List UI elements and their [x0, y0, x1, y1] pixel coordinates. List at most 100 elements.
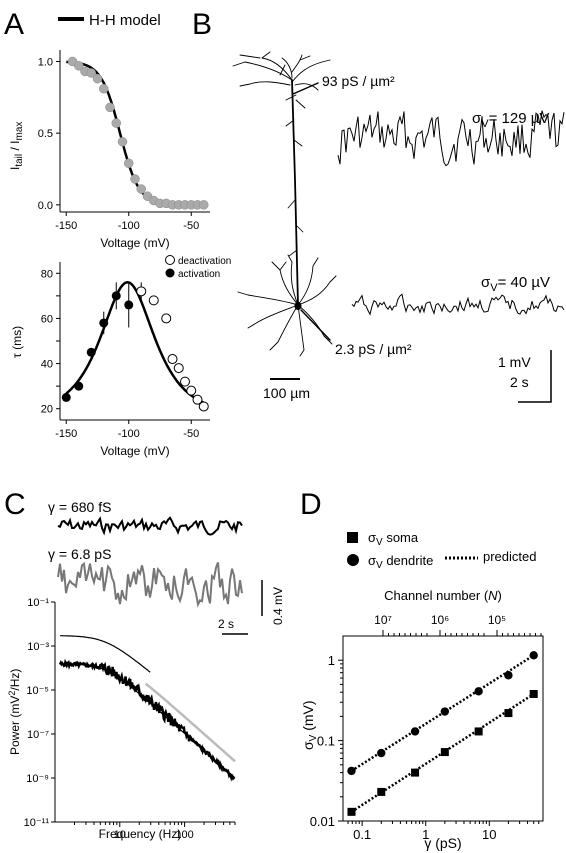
noise-vs-conductance-plot: 0.1 1 10 0.01 0.1 1 10⁷ 10⁶ 10⁵ Channel number (… [300, 588, 544, 851]
legend-dendrite-label: σV dendrite [368, 553, 433, 571]
legend-model-label: H-H model [89, 12, 161, 29]
legend-soma-label: σV soma [368, 530, 419, 548]
legend-dendrite-marker [347, 554, 359, 566]
y-tick-label: 20 [41, 404, 53, 416]
soma-point [440, 748, 449, 757]
data-point [124, 158, 134, 169]
deactivation-point [186, 385, 197, 396]
neuron-morphology [232, 51, 337, 357]
activation-point [74, 381, 84, 391]
trace-scalebar-v-label: 1 mV [498, 354, 531, 370]
sigma-dendrite-value: = 129 µV [489, 110, 550, 127]
x-axis-label: Frequency (Hz) [99, 827, 182, 841]
data-points [347, 651, 538, 816]
dendrite-point [410, 727, 420, 736]
x-tick-label: -50 [183, 428, 199, 440]
data-points [67, 56, 209, 210]
dendrite-voltage-trace [337, 110, 565, 167]
sigma-soma-label: σV= 40 µV [481, 274, 550, 294]
low-conductance-trace [57, 516, 243, 536]
y-tick-label: 10⁻⁹ [26, 773, 49, 785]
y-tick-label: 10⁻¹¹ [24, 817, 50, 829]
dendrite-point [347, 766, 356, 776]
soma-voltage-trace [351, 293, 565, 316]
data-point [105, 102, 115, 113]
y-tick-label: 10⁻⁵ [26, 685, 49, 697]
y-tick-label: 10⁻¹ [27, 597, 49, 609]
x-tick-label: -100 [118, 428, 140, 440]
panel-label-a: A [4, 8, 24, 41]
deactivation-point [136, 286, 147, 297]
ticks: 10 100 10⁻¹¹ 10⁻⁹ 10⁻⁷ 10⁻⁵ 10⁻³ 10⁻¹ [24, 597, 236, 841]
activation-point [61, 392, 71, 402]
y-tick-label: 40 [41, 359, 53, 371]
psd-theory-high [60, 635, 151, 673]
x-tick-label: 100 [175, 829, 193, 841]
dendrite-point [474, 687, 483, 696]
data-point [111, 118, 121, 128]
panel-label-d: D [300, 488, 322, 521]
y-tick-label: 1 [328, 653, 335, 668]
deactivation-point [180, 376, 190, 387]
x-tick-label: 10 [114, 829, 126, 841]
dendrite-density-label: 93 pS / µm² [322, 73, 395, 89]
deactivation-point [173, 363, 184, 374]
soma-point [377, 787, 386, 796]
activation-point [99, 318, 109, 328]
trace-scalebar-t-label: 2 s [510, 374, 529, 390]
gamma-high-label: γ = 6.8 pS [48, 546, 111, 562]
x-tick-label: 1 [422, 827, 429, 842]
x-tick-label: -150 [55, 428, 77, 440]
soma-density-label: 2.3 pS / µm² [335, 341, 412, 357]
deactivation-point [192, 394, 203, 405]
x-tick-label: -50 [183, 220, 199, 232]
c-scalebar-t-label: 2 s [218, 617, 234, 631]
gamma-low-label: γ = 680 fS [48, 499, 111, 515]
y-tick-label: 0.5 [38, 128, 53, 140]
y-tick-label: 0.01 [310, 814, 335, 829]
data-point [136, 184, 146, 194]
data-points [61, 286, 209, 412]
soma-point [504, 709, 513, 718]
dendrite-pointer-line [292, 82, 319, 95]
psd-theory-low [60, 663, 235, 778]
soma-point [347, 807, 356, 816]
oblique-branches [287, 199, 304, 257]
basal-dendrites [237, 254, 337, 357]
activation-point [124, 300, 134, 310]
x-axis-label: Voltage (mV) [100, 444, 169, 458]
dendrite-point [440, 707, 450, 716]
soma-point [529, 689, 538, 698]
dendrite-point [529, 651, 538, 660]
trace-scalebar [518, 350, 552, 403]
morph-scalebar-label: 100 µm [263, 385, 310, 401]
y-tick-label: 0.0 [38, 200, 53, 212]
legend-activation-label: activation [178, 269, 220, 280]
panel-label-c: C [4, 488, 26, 521]
psd-low-conductance [58, 658, 236, 782]
dendrite-point [377, 748, 386, 758]
ticks: 0.1 1 10 0.01 0.1 1 10⁷ 10⁶ 10⁵ [310, 613, 542, 842]
top-tick-label: 10⁵ [488, 613, 506, 627]
x-axis-label: Voltage (mV) [100, 236, 169, 250]
y-tick-label: 10⁻³ [27, 641, 49, 653]
data-point [92, 73, 103, 84]
top-tick-label: 10⁷ [374, 613, 392, 627]
x-tick-label: -100 [118, 220, 140, 232]
deactivation-point [148, 295, 159, 306]
c-scalebar-v-label: 0.4 mV [271, 587, 285, 625]
legend-activation-marker [165, 268, 175, 278]
y-axis-label: Itail / Imax [8, 122, 25, 170]
data-point [86, 68, 96, 78]
apical-tuft [232, 51, 331, 147]
x-tick-label: 10 [482, 827, 496, 842]
time-constant-plot: -150 -100 -50 20 40 60 80 deactivation activat… [10, 255, 231, 458]
apical-trunk [291, 79, 299, 306]
legend-soma-marker [347, 532, 358, 543]
deactivation-point [198, 401, 209, 412]
data-point [74, 61, 84, 71]
soma [294, 302, 302, 310]
deactivation-point [161, 313, 172, 324]
deactivation-point [167, 354, 178, 365]
activation-point [86, 347, 96, 357]
